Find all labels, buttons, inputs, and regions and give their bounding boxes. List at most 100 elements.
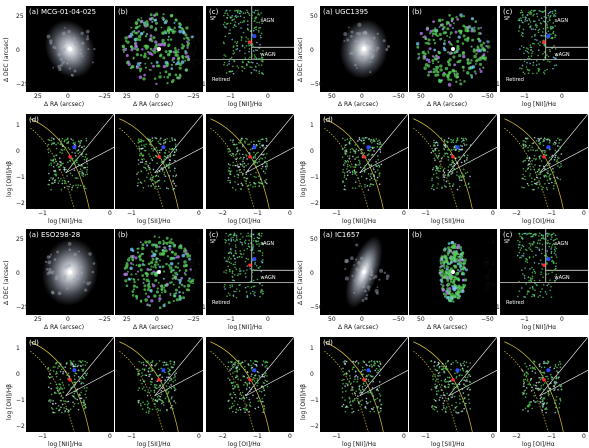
bpt-point (348, 380, 351, 382)
emission-spaxel (154, 40, 158, 44)
whan-point (543, 51, 546, 53)
bpt-point (244, 140, 246, 143)
whan-point (522, 16, 524, 18)
bpt-point (557, 177, 559, 180)
bpt-point (169, 170, 172, 172)
bpt-point (356, 378, 359, 380)
galaxy-knot (376, 286, 379, 288)
bpt-point (437, 390, 440, 392)
whan-point (533, 9, 535, 12)
bpt-point (547, 391, 550, 393)
bpt-point (61, 388, 64, 390)
emission-spaxel (456, 75, 460, 79)
whan-point (530, 55, 533, 57)
emission-spaxel (448, 287, 452, 291)
bpt-point (524, 144, 527, 146)
bpt-point (558, 142, 560, 144)
emission-spaxel (459, 82, 463, 86)
bpt-kauffmann-line (30, 127, 75, 209)
whan-point (255, 28, 257, 31)
bpt-kauffmann-line (504, 127, 549, 209)
emission-spaxel (453, 250, 456, 253)
whan-y-tick: −1 (197, 81, 206, 88)
emission-spaxel (145, 244, 149, 247)
emission-spaxel (184, 68, 188, 72)
bpt-point (55, 173, 57, 175)
bpt-point (368, 380, 370, 383)
bpt-point (151, 361, 153, 364)
bpt-point (360, 391, 362, 393)
emission-spaxel (457, 294, 460, 297)
ra-tick: 50 (328, 316, 336, 323)
whan-point (555, 57, 557, 60)
whan-point (259, 26, 262, 29)
emission-spaxel (128, 256, 131, 259)
bpt-point (452, 382, 455, 385)
emission-spaxel (155, 60, 159, 64)
emission-spaxel (449, 257, 453, 261)
emission-spaxel (141, 243, 145, 247)
emission-spaxel (159, 54, 163, 58)
emission-spaxel (151, 49, 154, 52)
bpt-point (138, 387, 141, 389)
dec-tick: 0 (16, 270, 20, 277)
whan-point (235, 48, 237, 51)
bpt-point (240, 137, 243, 140)
bpt-point (81, 172, 83, 174)
emission-spaxel (482, 41, 486, 45)
bpt-point (160, 161, 163, 164)
bpt-point (153, 389, 156, 392)
bpt-point (77, 177, 79, 179)
bpt-point (171, 136, 173, 139)
bpt-point (531, 370, 534, 372)
emission-spaxel (442, 292, 446, 296)
bpt-point (463, 175, 465, 178)
bpt-point (145, 169, 148, 172)
whan-point (540, 234, 543, 236)
galaxy-knot (61, 31, 66, 36)
bpt-point (351, 400, 354, 403)
bpt-point (443, 379, 446, 382)
bpt-point (137, 139, 140, 141)
whan-point (518, 25, 521, 27)
emission-spaxel (456, 268, 460, 272)
bpt-point (434, 169, 437, 172)
bpt-y-tick: 1 (310, 122, 314, 129)
galaxy-knot (88, 252, 92, 256)
bpt-point (559, 398, 561, 400)
ra-tick-b: 50 (417, 316, 425, 323)
bpt-point (346, 165, 349, 168)
bpt-point (265, 364, 268, 367)
whan-point (227, 235, 230, 237)
bpt-point (158, 395, 160, 397)
bpt-point (175, 185, 177, 187)
bpt-point (461, 172, 463, 175)
bpt-point (341, 405, 343, 408)
bpt-point (59, 157, 61, 159)
galaxy-knot (63, 26, 66, 29)
galaxy-knot (51, 291, 55, 295)
bpt-seyfert-liner-line-2 (539, 369, 588, 397)
bpt-nucleus-blue (161, 368, 166, 373)
bpt-point (51, 408, 54, 410)
bpt-point (524, 178, 526, 181)
bpt-point (460, 364, 463, 367)
bpt-point (236, 150, 239, 153)
bpt-point (239, 397, 241, 400)
whan-point (245, 276, 247, 278)
emission-spaxel (445, 291, 450, 295)
bpt-point (143, 180, 146, 182)
whan-point (227, 252, 230, 255)
bpt-point (258, 160, 260, 163)
bpt-point (463, 397, 465, 400)
bpt-point (62, 166, 65, 168)
bpt-point (379, 148, 382, 151)
bpt-point (373, 175, 376, 178)
bpt-point (69, 160, 72, 162)
whan-y-axis-sub: Hα (193, 45, 199, 51)
bpt-point (164, 175, 167, 178)
galaxy-knot (356, 52, 359, 55)
bpt-point (169, 154, 172, 157)
bpt-point (541, 405, 544, 407)
bpt-point (54, 158, 57, 161)
